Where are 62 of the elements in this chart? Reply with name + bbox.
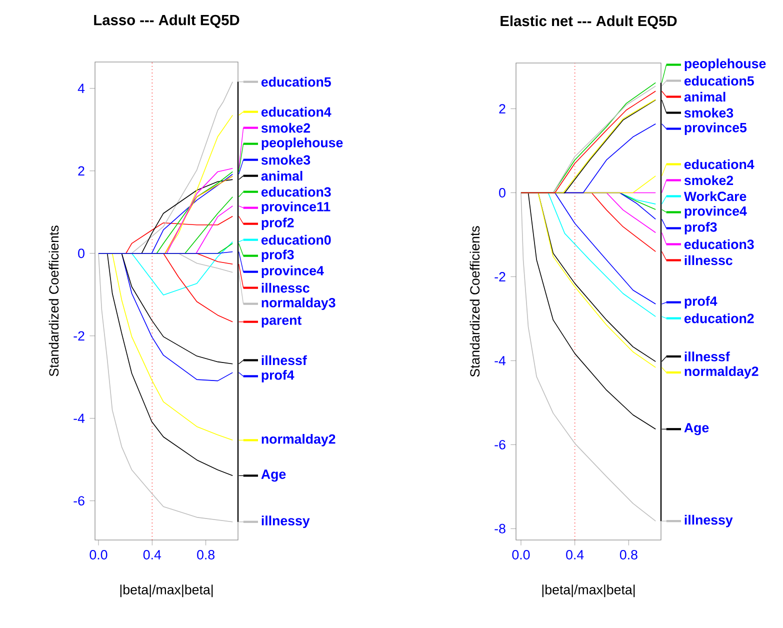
legend-label: education3 [261,186,331,197]
y-tick-label: -6 [74,496,84,506]
legend-label: education2 [684,313,754,324]
y-axis-title: Standardized Coefficients [470,226,480,377]
legend-label: illnessf [684,352,730,362]
legend-label: normalday3 [262,298,336,310]
legend-label: smoke3 [261,154,310,165]
legend-label: smoke2 [261,122,310,133]
x-tick-label: 0.4 [143,550,162,560]
x-axis-title: |beta|/max|beta| [542,584,635,598]
y-axis-title: Standardized Coefficients [48,226,59,376]
legend-label: peoplehouse [262,138,343,150]
legend-label: province5 [684,122,747,135]
x-tick-label: 0.8 [197,550,214,560]
legend-label: education3 [684,239,754,250]
y-tick-label: -6 [494,440,506,450]
legend-label: illnessy [262,516,310,528]
legend-label: Age [684,423,709,436]
y-tick-label: -4 [74,414,85,423]
legend-label: illnessy [684,514,733,528]
legend-label: animal [261,170,302,181]
legend-label: prof2 [262,218,294,230]
legend-label: animal [684,92,726,102]
legend-label: smoke3 [684,108,734,118]
legend-label: prof3 [684,222,717,234]
x-tick-label: 0.8 [620,550,638,560]
y-tick-label: 2 [78,166,84,176]
legend-label: WorkCare [684,191,746,202]
legend-label: education5 [261,76,331,87]
legend-label: education5 [684,76,754,86]
y-tick-label: 0 [499,188,506,198]
x-tick-label: 0.4 [566,550,584,560]
legend-label: Age [261,470,286,482]
y-tick-label: -2 [494,272,506,282]
x-axis-title: |beta|/max|beta| [120,584,213,598]
legend-label: parent [262,316,302,328]
legend-label: normalday2 [684,366,758,379]
legend-label: illnessf [262,355,307,366]
legend-label: province11 [262,202,330,214]
legend-label: illnessc [262,282,310,293]
legend-label: illnessc [684,255,732,266]
legend-label: education4 [684,159,754,170]
y-tick-label: -4 [494,356,506,366]
x-tick-label: 0.0 [90,550,108,560]
y-tick-label: -2 [74,331,84,340]
legend-label: normalday2 [262,434,336,446]
legend-label: education0 [261,234,331,245]
legend-label: education4 [261,106,332,117]
x-tick-label: 0.0 [512,550,530,560]
y-tick-label: 4 [78,84,85,93]
legend-label: smoke2 [684,175,734,186]
legend-label: prof4 [684,296,718,309]
legend-label: peoplehouse [684,58,766,71]
legend-label: prof3 [262,250,294,262]
legend-label: prof4 [262,370,294,382]
y-tick-label: -8 [494,524,506,534]
legend-label: province4 [262,266,324,278]
chart-title: Lasso --- Adult EQ5D [94,14,240,28]
y-tick-label: 2 [499,104,506,114]
y-tick-label: 0 [78,248,84,258]
legend-label: province4 [684,206,747,218]
chart-title: Elastic net --- Adult EQ5D [500,15,677,29]
